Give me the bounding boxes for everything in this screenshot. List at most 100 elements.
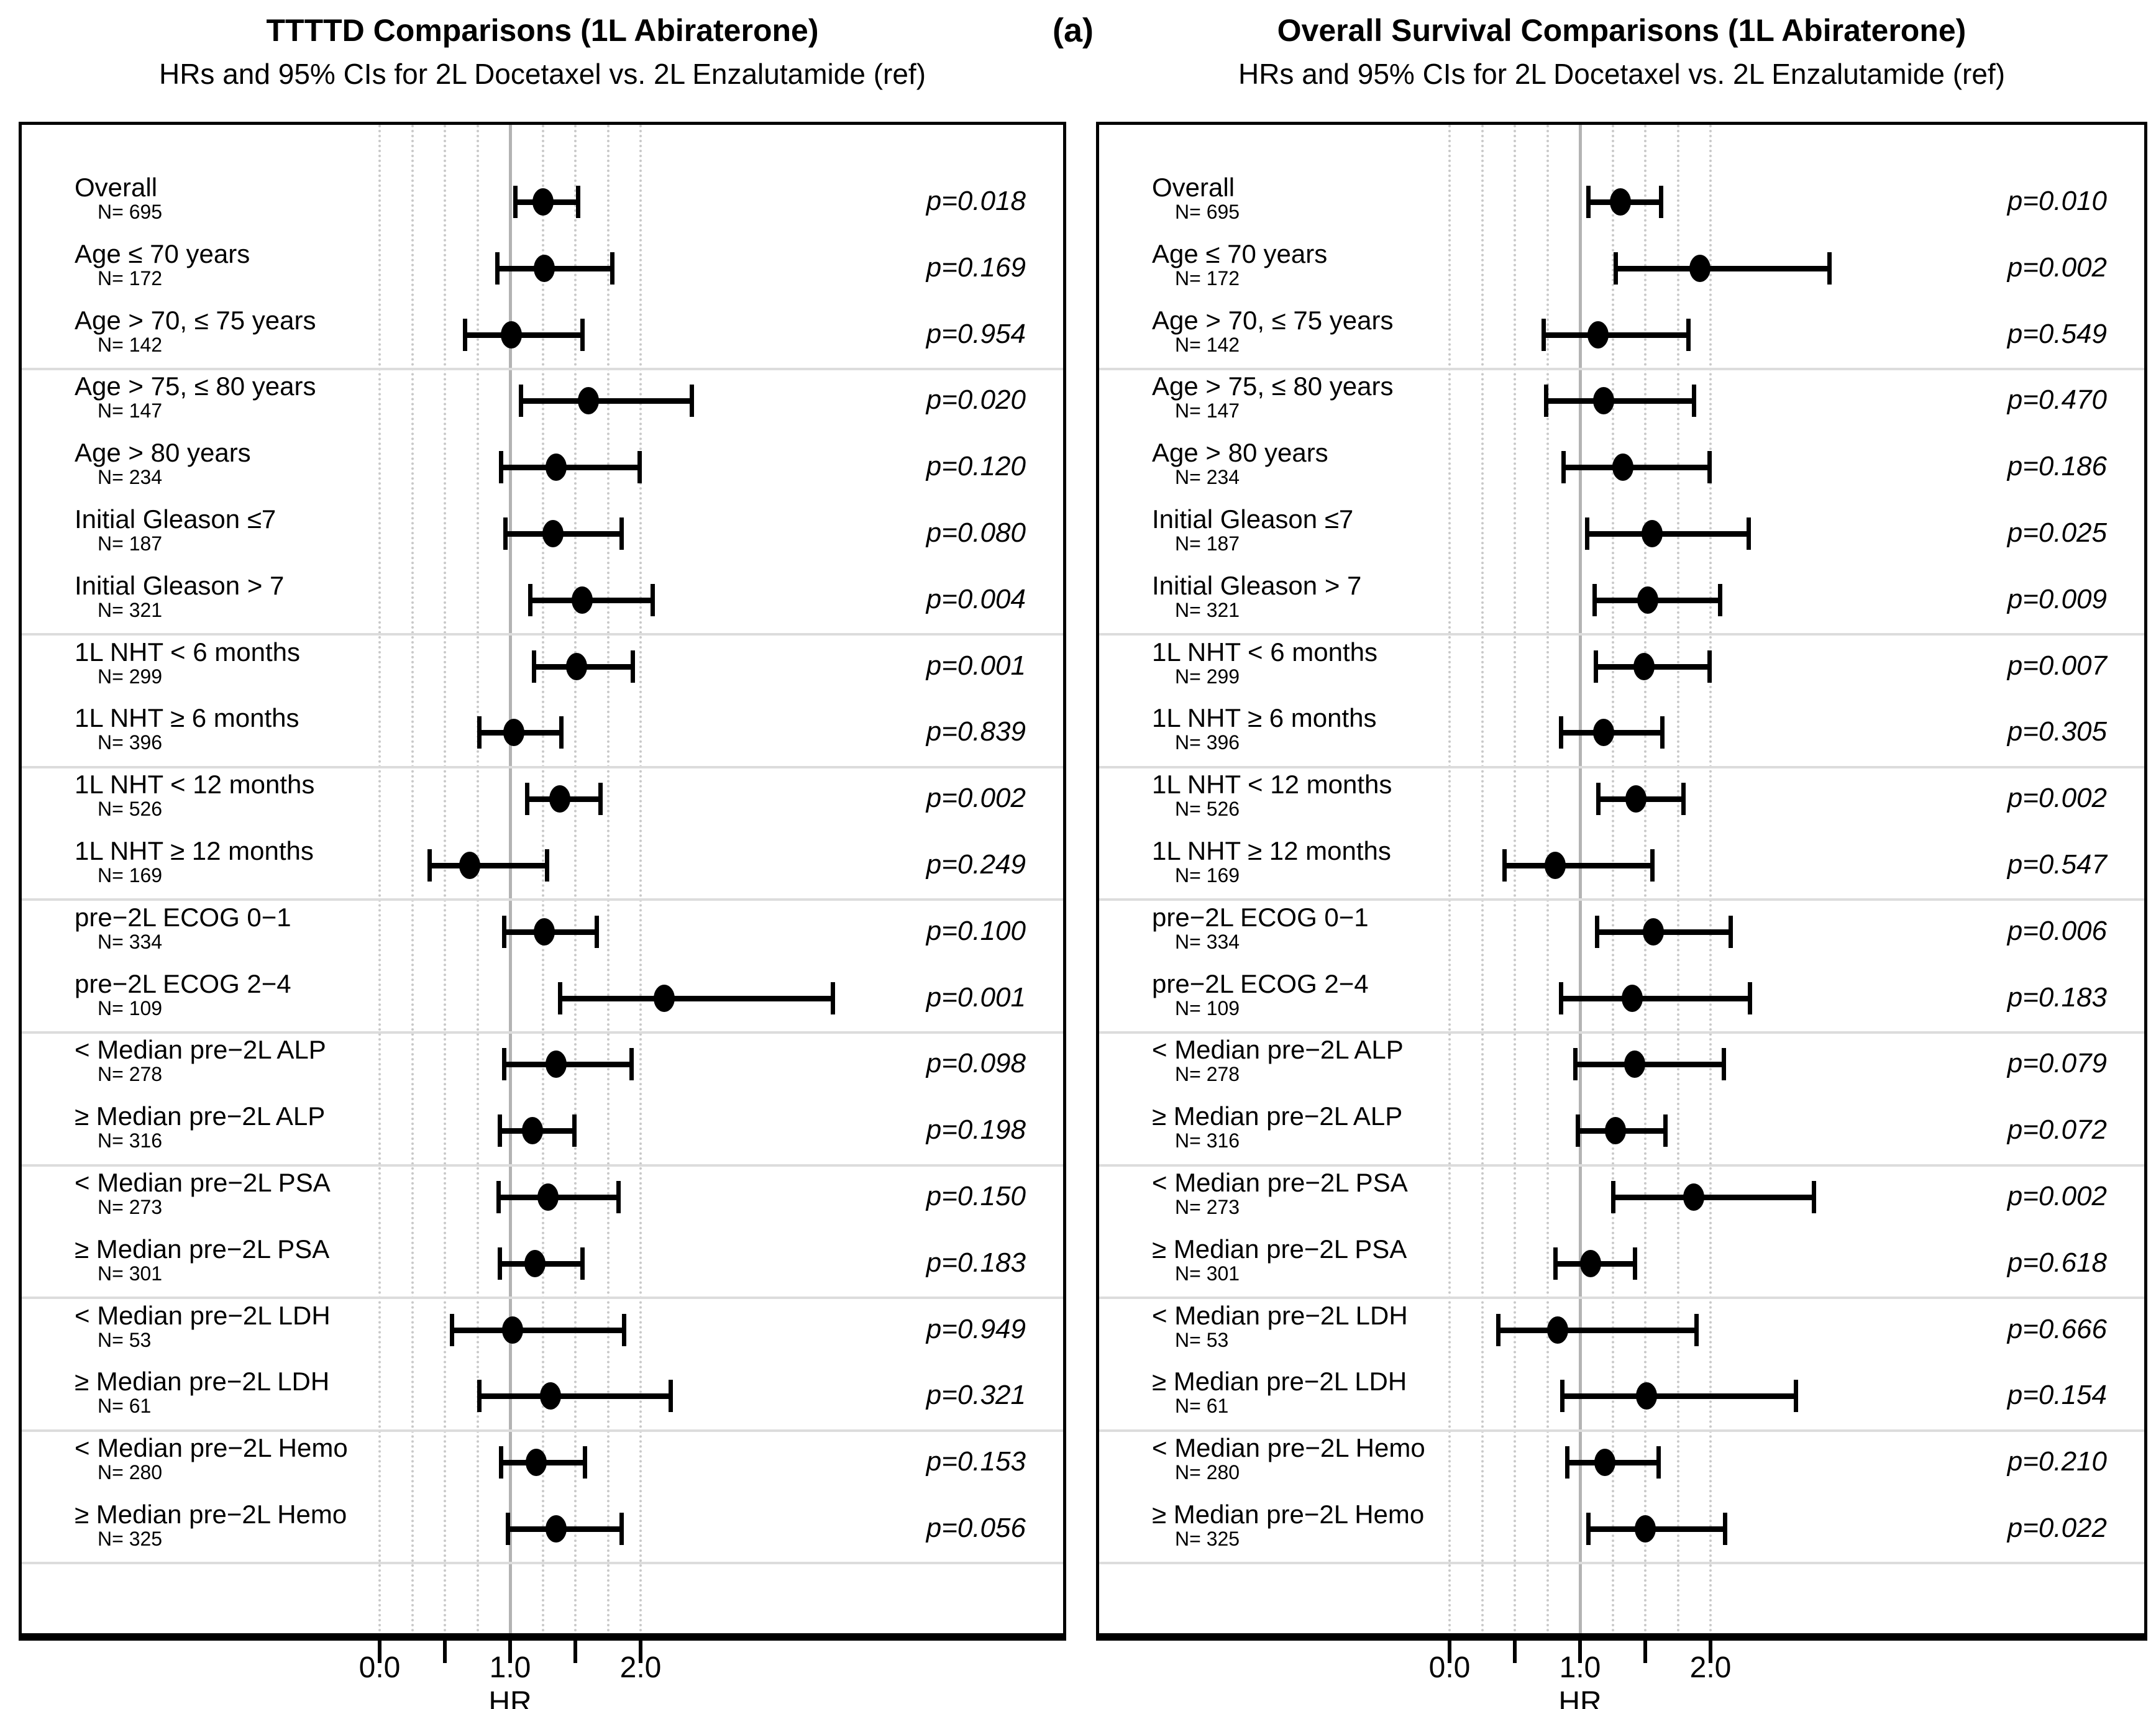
row-label: Age > 70, ≤ 75 years: [1152, 305, 1394, 335]
hr-point-estimate: [1637, 586, 1659, 614]
ci-cap-low: [1575, 1114, 1580, 1147]
row-n-count: N= 278: [98, 1063, 163, 1086]
row-label: < Median pre−2L PSA: [1152, 1168, 1408, 1197]
hr-point-estimate: [1625, 785, 1647, 813]
ci-cap-high: [1686, 318, 1691, 351]
row-label: 1L NHT < 12 months: [1152, 770, 1392, 800]
row-n-count: N= 301: [98, 1262, 163, 1285]
ci-line: [1560, 995, 1750, 1001]
hr-point-estimate: [578, 387, 599, 415]
ci-cap-low: [427, 849, 432, 882]
ci-cap-high: [1633, 1247, 1638, 1280]
row-n-count: N= 325: [98, 1528, 163, 1550]
hr-point-estimate: [1633, 652, 1655, 680]
ci-cap-low: [477, 1380, 482, 1413]
hr-point-estimate: [459, 852, 480, 879]
axis-tick-1.5: [1643, 1641, 1647, 1663]
ci-line: [1543, 332, 1689, 338]
reference-line-hr-1: [1579, 125, 1582, 1633]
p-value: p=0.025: [2007, 517, 2107, 548]
ci-line: [464, 332, 582, 338]
ci-line: [520, 398, 692, 404]
ci-cap-low: [1553, 1247, 1558, 1280]
ci-cap-high: [616, 1181, 621, 1213]
ci-cap-low: [1610, 1181, 1615, 1213]
p-value: p=0.305: [2007, 716, 2107, 747]
p-value: p=0.183: [2007, 982, 2107, 1013]
row-n-count: N= 299: [98, 665, 163, 688]
ci-cap-high: [1660, 716, 1665, 749]
row-n-count: N= 325: [1175, 1528, 1240, 1550]
axis-tick-2: [1709, 1641, 1712, 1663]
ci-cap-high: [580, 318, 585, 351]
ci-cap-high: [631, 650, 636, 683]
ci-cap-high: [1793, 1380, 1798, 1413]
ci-cap-low: [499, 451, 504, 484]
ci-cap-low: [518, 385, 523, 417]
ci-cap-low: [513, 186, 518, 218]
p-value: p=0.120: [926, 451, 1026, 482]
hr-point-estimate: [1592, 719, 1614, 747]
ci-cap-high: [650, 583, 655, 616]
group-separator: [1099, 1562, 2144, 1565]
group-separator: [22, 765, 1063, 768]
row-label: Overall: [1152, 173, 1235, 202]
ci-cap-low: [498, 1247, 503, 1280]
group-separator: [22, 633, 1063, 636]
row-label: Age > 75, ≤ 80 years: [75, 371, 316, 401]
ci-line: [1546, 398, 1694, 404]
row-n-count: N= 147: [98, 399, 163, 422]
row-label: Initial Gleason ≤7: [1152, 504, 1354, 534]
p-value: p=0.666: [2007, 1313, 2107, 1344]
ci-line: [429, 863, 547, 868]
hr-point-estimate: [1683, 1183, 1704, 1211]
group-separator: [1099, 368, 2144, 370]
p-value: p=0.150: [926, 1181, 1026, 1211]
ci-cap-low: [1613, 252, 1618, 285]
row-n-count: N= 321: [1175, 598, 1240, 621]
ci-cap-high: [576, 186, 581, 218]
ci-cap-low: [498, 1114, 503, 1147]
row-n-count: N= 109: [98, 996, 163, 1019]
ci-cap-low: [1584, 517, 1589, 550]
ci-cap-low: [1586, 1513, 1591, 1545]
hr-point-estimate: [545, 1515, 567, 1543]
x-axis-title: HR: [1558, 1686, 1602, 1709]
gridline-hr-1.50: [574, 125, 577, 1633]
hr-point-estimate: [1635, 1515, 1656, 1543]
group-separator: [22, 368, 1063, 370]
ci-cap-low: [1542, 318, 1546, 351]
row-label: 1L NHT ≥ 6 months: [1152, 703, 1377, 733]
right-panel-subtitle: HRs and 95% CIs for 2L Docetaxel vs. 2L …: [1238, 58, 2006, 90]
ci-cap-low: [449, 1313, 454, 1346]
ci-cap-high: [619, 517, 624, 550]
row-label: Age > 80 years: [75, 438, 251, 468]
ci-line: [559, 995, 833, 1001]
p-value: p=0.001: [926, 982, 1026, 1013]
ci-cap-high: [1707, 650, 1712, 683]
p-value: p=0.618: [2007, 1247, 2107, 1278]
row-n-count: N= 187: [98, 532, 163, 555]
left-plot-area: Overall N= 695 p=0.018 Age ≤ 70 years N= 172…: [19, 122, 1066, 1641]
row-n-count: N= 695: [1175, 201, 1240, 223]
row-label: ≥ Median pre−2L ALP: [75, 1101, 326, 1131]
group-separator: [22, 1562, 1063, 1565]
row-label: < Median pre−2L PSA: [75, 1168, 331, 1197]
p-value: p=0.210: [2007, 1446, 2107, 1477]
row-n-count: N= 334: [1175, 930, 1240, 953]
ci-line: [503, 1062, 632, 1068]
ci-cap-low: [1544, 385, 1549, 417]
ci-cap-high: [594, 915, 599, 948]
ci-line: [451, 1327, 624, 1333]
gridline-hr-1.25: [1611, 125, 1614, 1633]
ci-line: [1612, 1195, 1814, 1200]
axis-tick-label-1.0: 1.0: [489, 1651, 531, 1684]
row-label: pre−2L ECOG 2−4: [1152, 968, 1369, 998]
p-value: p=0.022: [2007, 1513, 2107, 1543]
ci-line: [1563, 465, 1709, 471]
ci-cap-high: [1659, 186, 1664, 218]
p-value: p=0.072: [2007, 1114, 2107, 1146]
p-value: p=0.954: [926, 318, 1026, 349]
ci-cap-low: [1596, 783, 1601, 816]
p-value: p=0.549: [2007, 318, 2107, 349]
